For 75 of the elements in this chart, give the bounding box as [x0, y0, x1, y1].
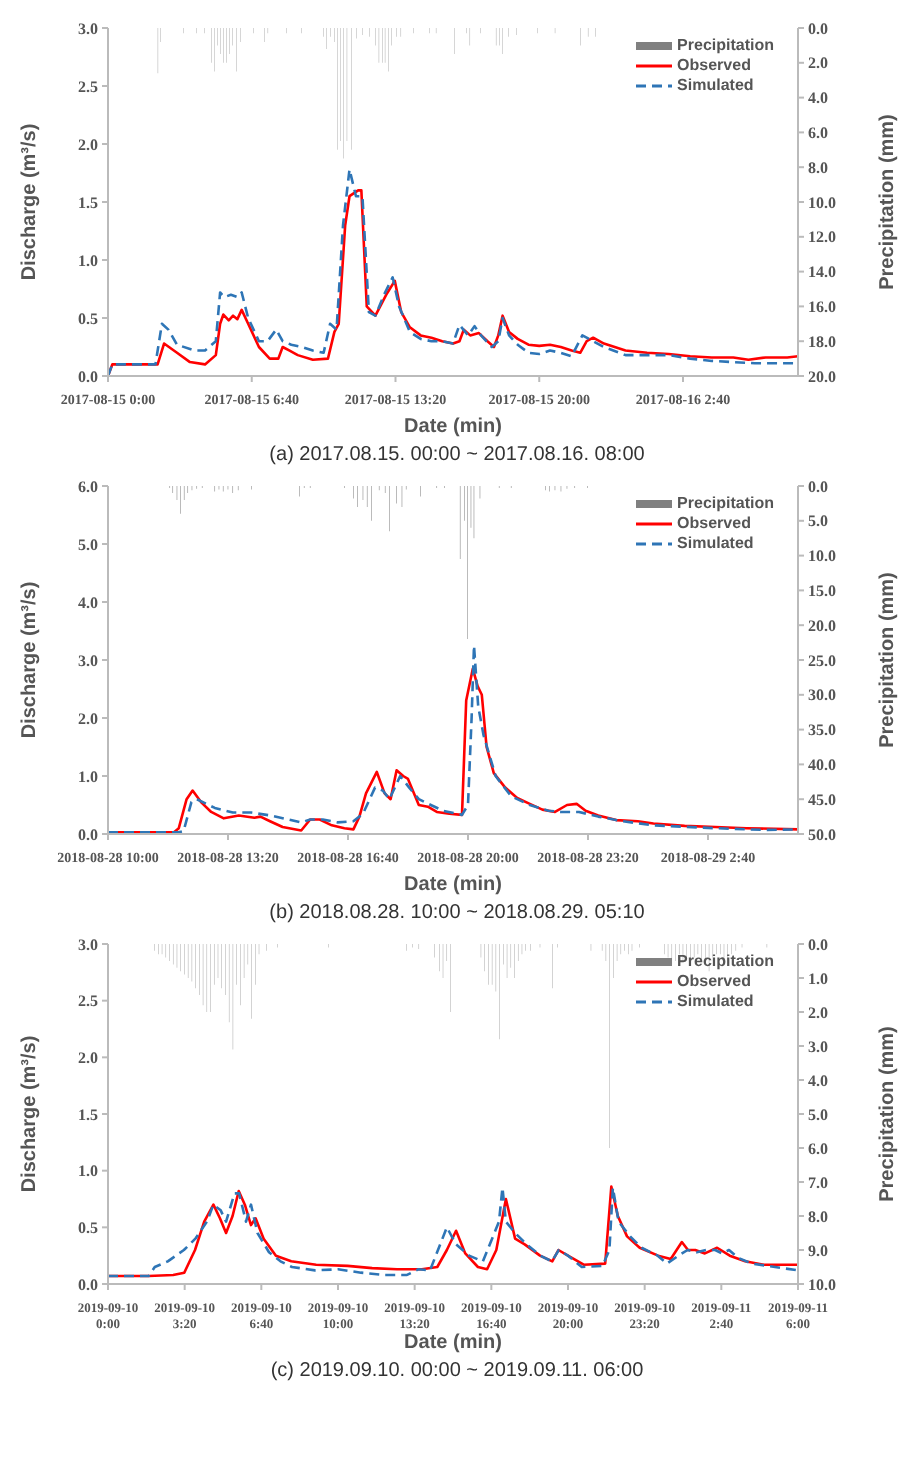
y-tick-label: 1.0: [78, 251, 98, 270]
legend-label: Simulated: [677, 992, 754, 1012]
y2-tick-label: 12.0: [808, 228, 836, 247]
y-tick-label: 0.0: [78, 1275, 98, 1294]
y-tick-label: 1.0: [78, 767, 98, 786]
y2-tick-label: 0.0: [808, 477, 828, 496]
y-tick-label: 5.0: [78, 535, 98, 554]
x-axis-title: Date (min): [404, 874, 502, 896]
y-tick-label: 3.0: [78, 19, 98, 38]
legend-label: Precipitation: [677, 952, 774, 972]
y2-tick-label: 15.0: [808, 582, 836, 601]
y-tick-label: 0.5: [78, 1219, 98, 1238]
y2-tick-label: 4.0: [808, 89, 828, 108]
y2-tick-label: 9.0: [808, 1241, 828, 1260]
y2-tick-label: 5.0: [808, 1105, 828, 1124]
legend-label: Observed: [677, 56, 751, 76]
legend-label: Observed: [677, 972, 751, 992]
y2-tick-label: 0.0: [808, 935, 828, 954]
y2-axis-title: Precipitation (mm): [877, 1026, 900, 1202]
y-tick-label: 2.5: [78, 992, 98, 1011]
y2-tick-label: 25.0: [808, 651, 836, 670]
y2-tick-label: 30.0: [808, 686, 836, 705]
y2-tick-label: 10.0: [808, 547, 836, 566]
y-tick-label: 6.0: [78, 477, 98, 496]
x-axis-title: Date (min): [404, 1332, 502, 1354]
y2-tick-label: 50.0: [808, 825, 836, 844]
text: (a) 2017.08.15. 00:00 ~ 2017.08.16. 08:00: [267, 444, 647, 466]
y-tick-label: 3.0: [78, 935, 98, 954]
y-tick-label: 0.0: [78, 825, 98, 844]
y-tick-label: 1.0: [78, 1162, 98, 1181]
legend-label: Precipitation: [677, 36, 774, 56]
y-tick-label: 2.5: [78, 77, 98, 96]
y2-axis-title: Precipitation (mm): [877, 114, 900, 290]
y2-tick-label: 7.0: [808, 1173, 828, 1192]
y-tick-label: 0.5: [78, 309, 98, 328]
y2-tick-label: 8.0: [808, 1207, 828, 1226]
y-axis-title: Discharge (m³/s): [19, 123, 42, 281]
y2-tick-label: 6.0: [808, 124, 828, 143]
x-axis-title: Date (min): [404, 416, 502, 438]
y-tick-label: 2.0: [78, 135, 98, 154]
y2-tick-label: 35.0: [808, 721, 836, 740]
y2-axis-title: Precipitation (mm): [877, 572, 900, 748]
y2-tick-label: 40.0: [808, 756, 836, 775]
y-axis-title: Discharge (m³/s): [19, 1035, 42, 1193]
y-tick-label: 4.0: [78, 593, 98, 612]
y2-tick-label: 14.0: [808, 263, 836, 282]
y-axis-title: Discharge (m³/s): [19, 581, 42, 739]
y2-tick-label: 10.0: [808, 193, 836, 212]
y-tick-label: 2.0: [78, 1049, 98, 1068]
legend-label: Observed: [677, 514, 751, 534]
legend-label: Precipitation: [677, 494, 774, 514]
y2-tick-label: 6.0: [808, 1139, 828, 1158]
y2-tick-label: 1.0: [808, 969, 828, 988]
y-tick-label: 3.0: [78, 651, 98, 670]
legend-label: Simulated: [677, 76, 754, 96]
y2-tick-label: 8.0: [808, 158, 828, 177]
y2-tick-label: 0.0: [808, 19, 828, 38]
y2-tick-label: 20.0: [808, 367, 836, 386]
text: (b) 2018.08.28. 10:00 ~ 2018.08.29. 05:10: [267, 902, 647, 924]
y2-tick-label: 4.0: [808, 1071, 828, 1090]
y2-tick-label: 20.0: [808, 616, 836, 635]
y2-tick-label: 16.0: [808, 298, 836, 317]
y2-tick-label: 10.0: [808, 1275, 836, 1294]
y-tick-label: 1.5: [78, 193, 98, 212]
y2-tick-label: 2.0: [808, 1003, 828, 1022]
legend-label: Simulated: [677, 534, 754, 554]
y2-tick-label: 45.0: [808, 790, 836, 809]
text: (c) 2019.09.10. 00:00 ~ 2019.09.11. 06:00: [268, 1360, 646, 1382]
y2-tick-label: 3.0: [808, 1037, 828, 1056]
y-tick-label: 2.0: [78, 709, 98, 728]
y2-tick-label: 2.0: [808, 54, 828, 73]
y2-tick-label: 18.0: [808, 332, 836, 351]
y-tick-label: 1.5: [78, 1105, 98, 1124]
y2-tick-label: 5.0: [808, 512, 828, 531]
y-tick-label: 0.0: [78, 367, 98, 386]
